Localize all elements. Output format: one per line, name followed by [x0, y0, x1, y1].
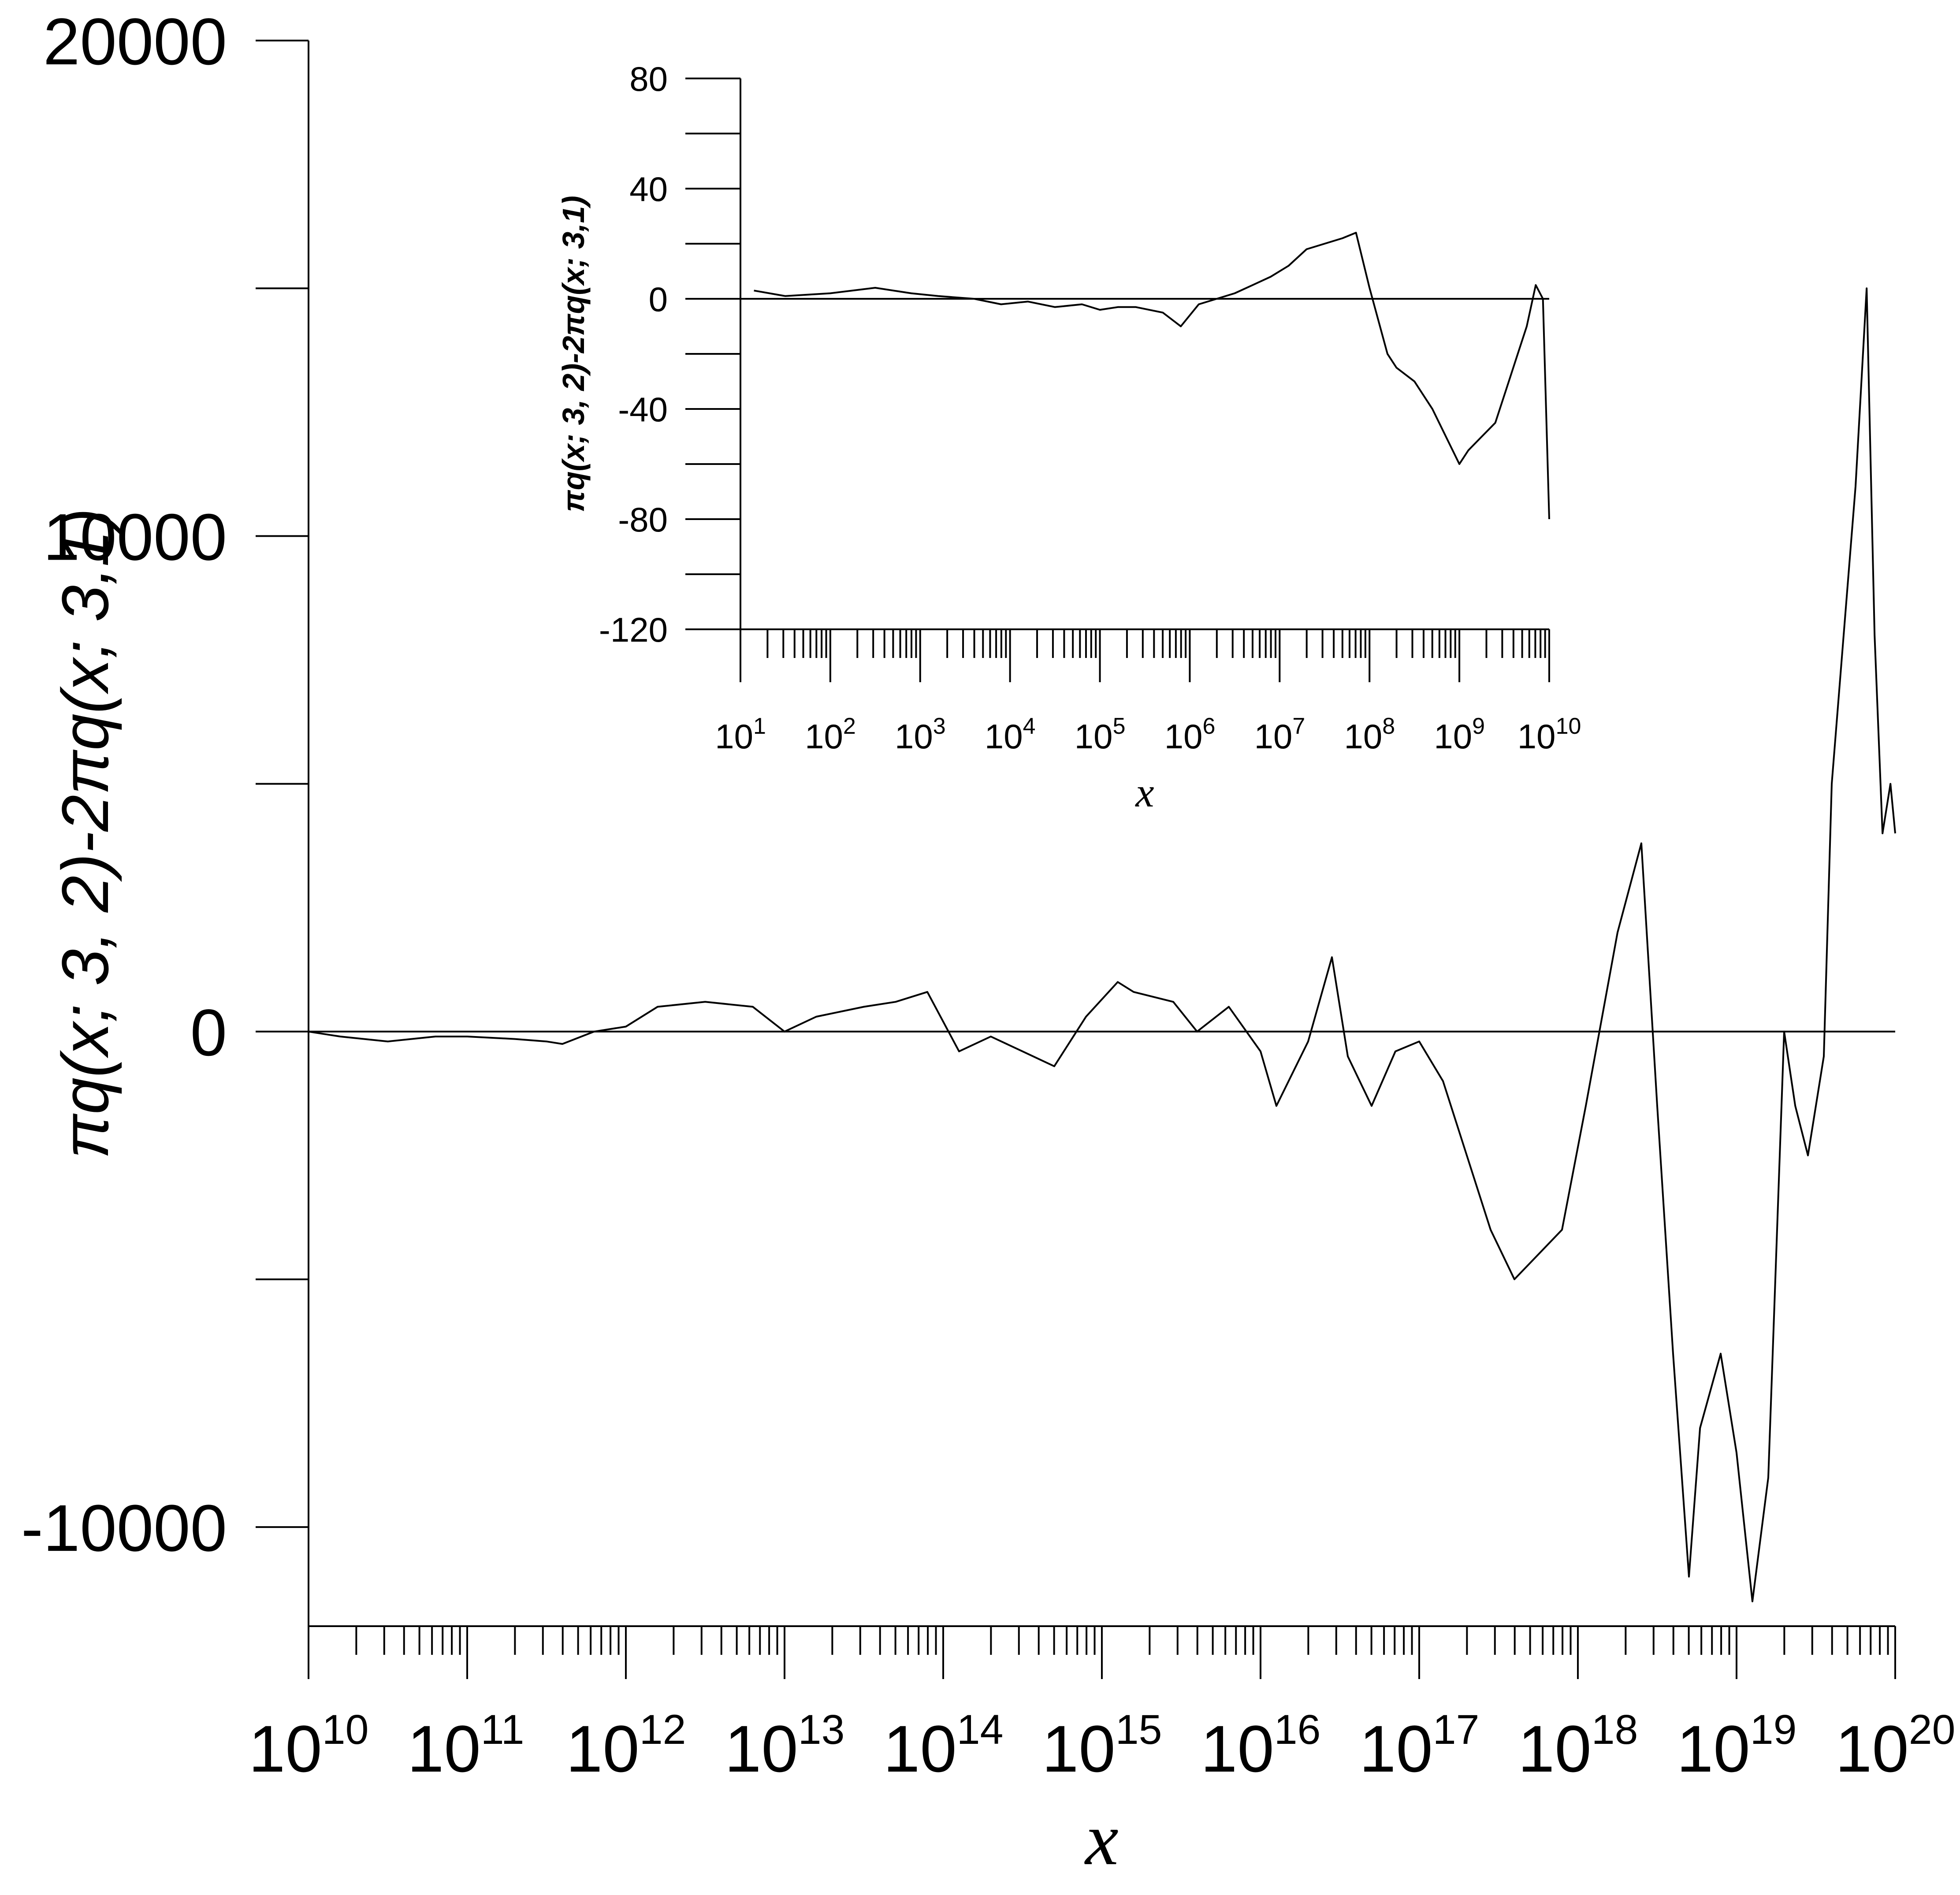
x-tick-label: 109: [1434, 713, 1485, 756]
x-tick-label: 104: [985, 713, 1036, 756]
x-tick-label: 1020: [1835, 1706, 1956, 1786]
y-tick-label: 10000: [43, 500, 227, 574]
y-axis-title: πq(x; 3, 2)-2πq(x; 3,1): [48, 508, 122, 1159]
x-tick-label: 103: [895, 713, 946, 756]
inset-chart: -120 -80 -40 0 40 80 101 102 103 104 105 106 107 108 1…: [556, 59, 1581, 816]
y-tick-label: 0: [190, 996, 227, 1070]
y-tick-label: -10000: [21, 1491, 227, 1565]
x-tick-label: 1019: [1677, 1706, 1797, 1786]
y-tick-label: 40: [629, 170, 668, 208]
x-tick-label: 107: [1254, 713, 1305, 756]
x-tick-label: 108: [1344, 713, 1395, 756]
x-axis-title: x: [1084, 1798, 1118, 1880]
x-tick-label: 102: [805, 713, 856, 756]
x-tick-label: 1014: [883, 1706, 1004, 1786]
data-series-line: [308, 287, 1896, 1602]
x-tick-label: 1013: [725, 1706, 845, 1786]
y-tick-label: 20000: [43, 4, 227, 78]
x-tick-label: 106: [1164, 713, 1216, 756]
x-tick-label: 1010: [1517, 713, 1581, 756]
data-series-line: [754, 232, 1550, 520]
y-tick-label: -40: [618, 390, 668, 429]
y-tick-label: -120: [599, 610, 668, 649]
x-tick-label: 101: [715, 713, 766, 756]
x-axis-title: x: [1134, 769, 1154, 816]
y-tick-label: 80: [629, 59, 668, 98]
x-tick-label: 1011: [407, 1706, 524, 1786]
x-tick-label: 1015: [1042, 1706, 1162, 1786]
x-tick-label: 105: [1075, 713, 1126, 756]
x-tick-label: 1016: [1201, 1706, 1321, 1786]
x-tick-label: 1018: [1518, 1706, 1638, 1786]
x-tick-label: 1012: [566, 1706, 686, 1786]
y-axis-title: πq(x; 3, 2)-2πq(x; 3,1): [556, 196, 591, 512]
y-tick-label: -80: [618, 500, 668, 539]
x-tick-label: 1010: [249, 1706, 369, 1786]
y-tick-label: 0: [649, 280, 668, 319]
x-tick-label: 1017: [1359, 1706, 1480, 1786]
